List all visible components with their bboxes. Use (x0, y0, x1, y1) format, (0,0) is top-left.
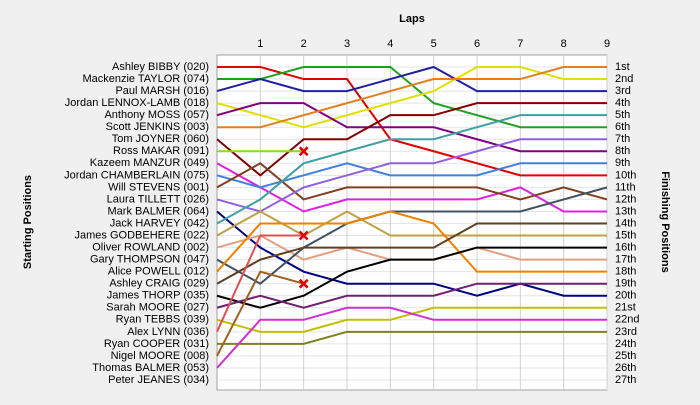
y2-tick-label: 23rd (615, 326, 637, 338)
series-line (216, 210, 607, 297)
x-tick-label: 7 (517, 38, 523, 50)
series-line (216, 65, 607, 93)
start-label: Laura TILLETT (026) (107, 193, 209, 205)
start-label: Anthony MOSS (057) (104, 109, 209, 121)
start-label: Scott JENKINS (003) (106, 121, 209, 133)
start-label: Alice POWELL (012) (108, 266, 209, 278)
start-label: Jack HARVEY (042) (110, 217, 209, 229)
y2-tick-label: 18th (615, 266, 636, 278)
x-tick-label: 1 (257, 38, 263, 50)
start-label: James GODBEHERE (022) (75, 229, 209, 241)
y2-tick-label: 14th (615, 217, 636, 229)
y2-tick-label: 4th (615, 97, 630, 109)
y2-tick-label: 5th (615, 109, 630, 121)
start-label: Ross MAKAR (091) (113, 145, 209, 157)
start-label: Kazeem MANZUR (049) (90, 157, 209, 169)
series-line (217, 330, 607, 345)
y2-tick-label: 7th (615, 133, 630, 145)
series-line (216, 102, 607, 153)
y2-tick-label: 22nd (615, 314, 639, 326)
y2-tick-label: 27th (615, 374, 636, 386)
series-line (216, 114, 607, 225)
y2-tick-label: 12th (615, 193, 636, 205)
x-tick-label: 2 (301, 38, 307, 50)
y2-tick-label: 20th (615, 290, 636, 302)
retire-marker (298, 278, 309, 289)
y2-tick-label: 19th (615, 278, 636, 290)
y2-tick-label: 25th (615, 350, 636, 362)
y2-tick-label: 16th (615, 241, 636, 253)
y2-tick-label: 6th (615, 121, 630, 133)
start-label: Ashley CRAIG (029) (109, 278, 209, 290)
series-line (216, 234, 304, 333)
retire-marker (298, 146, 309, 157)
y2-tick-label: 11th (615, 181, 636, 193)
y2-tick-label: 1st (615, 61, 630, 73)
y2-tick-label: 2nd (615, 73, 633, 85)
series-line (216, 186, 608, 285)
start-label: Jordan CHAMBERLAIN (075) (64, 169, 209, 181)
x-tick-label: 4 (387, 38, 393, 50)
y2-tick-label: 26th (615, 362, 636, 374)
series-line (216, 210, 607, 273)
x-tick-label: 6 (474, 38, 480, 50)
x-tick-label: 8 (561, 38, 567, 50)
series-line (217, 66, 607, 129)
start-label: Thomas BALMER (053) (92, 362, 209, 374)
start-label: Ryan TEBBS (039) (116, 314, 209, 326)
retire-marker (298, 230, 309, 241)
chart-title: Laps (399, 13, 425, 25)
start-label: Jordan LENNOX-LAMB (018) (65, 97, 209, 109)
y2-tick-label: 3rd (615, 85, 631, 97)
x-tick-label: 5 (431, 38, 437, 50)
y2-tick-label: 13th (615, 205, 636, 217)
y2-tick-label: 24th (615, 338, 636, 350)
y2-tick-label: 21st (615, 302, 636, 314)
x-tick-label: 3 (344, 38, 350, 50)
start-label: Sarah MOORE (027) (106, 302, 209, 314)
series-line (216, 222, 607, 285)
y2-tick-label: 10th (615, 169, 636, 181)
y2-tick-label: 8th (615, 145, 630, 157)
series-line (216, 102, 607, 177)
start-label: Alex LYNN (036) (127, 326, 209, 338)
start-label: James THORP (035) (107, 290, 209, 302)
series-line (216, 270, 304, 357)
start-label: Tom JOYNER (060) (112, 133, 209, 145)
start-label: Peter JEANES (034) (108, 374, 209, 386)
x-tick-label: 9 (604, 38, 610, 50)
series-line (216, 306, 607, 369)
y2-tick-label: 15th (615, 229, 636, 241)
y2-axis-label: Finishing Positions (659, 171, 671, 272)
y-axis-label: Starting Positions (22, 175, 34, 269)
start-label: Mackenzie TAYLOR (074) (82, 73, 209, 85)
start-label: Ryan COOPER (031) (104, 338, 209, 350)
start-label: Ashley BIBBY (020) (112, 61, 209, 73)
start-label: Nigel MOORE (008) (111, 350, 209, 362)
start-label: Gary THOMPSON (047) (90, 254, 209, 266)
start-label: Will STEVENS (001) (108, 181, 209, 193)
y2-tick-label: 17th (615, 254, 636, 266)
start-label: Oliver ROWLAND (002) (92, 241, 209, 253)
start-label: Mark BALMER (064) (108, 205, 209, 217)
y2-tick-label: 9th (615, 157, 630, 169)
series-line (216, 282, 607, 309)
series-line (216, 138, 607, 213)
start-label: Paul MARSH (016) (115, 85, 209, 97)
